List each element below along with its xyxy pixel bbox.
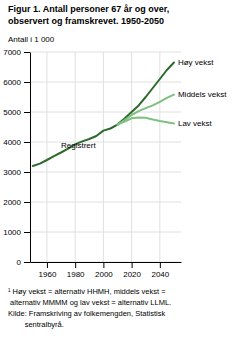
title-line: observert og framskrevet. 1950-2050 [8,16,164,26]
y-tick-mark [24,52,30,53]
y-tick-mark [24,262,30,263]
x-tick-mark [75,262,76,268]
y-grid-line [30,202,181,203]
y-grid-line [30,112,181,113]
y-tick: 2000 [3,198,30,207]
y-grid-line [30,142,181,143]
line [33,123,120,167]
y-tick-mark [24,202,30,203]
y-tick-label: 6000 [3,78,21,87]
y-tick: 6000 [3,78,30,87]
y-grid-line [30,262,181,263]
y-tick: 0 [17,258,30,267]
x-grid-line [159,52,160,262]
plot-area: 1960 1980 2000 2020 2040 0 1000 2000 3000 4000 500… [3,48,227,279]
y-tick: 5000 [3,108,30,117]
series-label: Registrert [61,141,96,150]
lines [33,63,174,167]
footnote: Kilde: Framskriving av folkemengden, Sta… [8,309,165,318]
line [117,63,173,125]
y-tick-label: 5000 [3,108,21,117]
y-tick-mark [24,82,30,83]
title-line: Figur 1. Antall personer 67 år og over, [8,4,169,14]
y-tick: 3000 [3,168,30,177]
chart: Figur 1. Antall personer 67 år og over, o… [0,0,239,345]
y-tick-label: 4000 [3,138,21,147]
x-axis-line [31,262,182,263]
x-tick: 2000 [95,262,113,279]
y-grid-line [30,172,181,173]
y-axis-label: Antall i 1 000 [8,35,55,44]
line [117,117,173,124]
y-tick-mark [24,232,30,233]
x-tick: 2020 [123,262,141,279]
x-tick-mark [132,262,133,268]
x-tick-mark [160,262,161,268]
y-axis-line [30,53,31,263]
y-tick-mark [24,112,30,113]
footnotes: ¹ Høy vekst = alternativ HHMH, middels v… [8,287,171,329]
series-labels: Registrert Høy vekst Middels vekst Lav veks… [61,58,227,149]
y-tick-label: 1000 [3,228,21,237]
y-tick-label: 7000 [3,48,21,57]
footnote: ¹ Høy vekst = alternativ HHMH, middels v… [8,287,166,296]
footnote: alternativ MMMM og lav vekst = alternati… [8,298,171,307]
y-tick-label: 0 [17,258,22,267]
footnote: sentralbyrå. [8,320,64,329]
y-tick-label: 2000 [3,198,21,207]
x-tick-label: 2000 [95,270,113,279]
x-axis: 1960 1980 2000 2020 2040 [31,262,182,279]
y-grid-line [30,52,181,53]
x-grid-line [46,52,47,262]
grid [30,52,181,262]
title: Figur 1. Antall personer 67 år og over, o… [8,4,169,26]
y-tick-mark [24,142,30,143]
y-tick: 1000 [3,228,30,237]
x-tick: 1960 [39,262,57,279]
x-tick-label: 2020 [123,270,141,279]
series-label: Middels vekst [178,90,227,99]
x-tick-mark [103,262,104,268]
series-label: Høy vekst [178,58,214,67]
x-grid-line [75,52,76,262]
x-tick: 2040 [151,262,169,279]
y-tick-mark [24,172,30,173]
x-tick-label: 2040 [151,270,169,279]
y-tick: 4000 [3,138,30,147]
y-grid-line [30,232,181,233]
x-grid-line [103,52,104,262]
y-axis: 0 1000 2000 3000 4000 5000 6000 7000 [3,48,30,267]
x-tick-mark [47,262,48,268]
y-tick: 7000 [3,48,30,57]
y-tick-label: 3000 [3,168,21,177]
x-tick: 1980 [67,262,85,279]
x-grid-line [131,52,132,262]
x-tick-label: 1960 [39,270,57,279]
line [117,95,173,125]
series-label: Lav vekst [178,119,213,128]
x-tick-label: 1980 [67,270,85,279]
